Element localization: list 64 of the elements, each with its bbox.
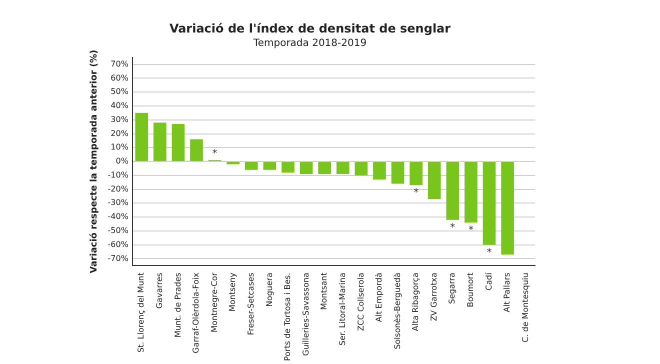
bar [300, 162, 313, 174]
y-tick-label: 50% [110, 87, 129, 96]
bar [410, 162, 422, 186]
y-tick-label: 30% [110, 114, 129, 124]
y-tick-label: 0% [116, 156, 129, 166]
x-tick-label: ZCC Collserola [356, 272, 366, 331]
bar [282, 162, 294, 173]
annotation: * [486, 247, 492, 258]
y-tick-label: -10% [108, 170, 129, 180]
x-tick-label: Montsant [320, 272, 329, 310]
annotation: * [212, 148, 218, 160]
bar [501, 162, 514, 255]
bar [336, 162, 350, 174]
x-tick-label: Solsonès-Berguedà [392, 272, 402, 350]
bar [373, 162, 386, 180]
x-tick-label: Alt Pallars [502, 272, 512, 312]
bar [172, 124, 185, 162]
x-tick-label: Ser. Litoral-Marina [338, 272, 347, 346]
x-tick-label: Alta Ribagorça [411, 272, 420, 332]
y-tick-label: -20% [108, 184, 129, 194]
x-tick-label: Montseny [228, 272, 238, 312]
bar [318, 162, 331, 174]
y-tick-label: 40% [110, 101, 129, 110]
bar [154, 122, 166, 162]
y-tick-label: 10% [110, 142, 129, 152]
x-tick-label: Montnegre-Cor [210, 272, 219, 332]
bar [190, 139, 203, 162]
bar [244, 162, 258, 170]
x-tick-label: St. Llorenç del Munt [136, 272, 146, 353]
annotation: * [468, 225, 474, 236]
x-tick-label: Noguera [264, 272, 274, 307]
x-tick-label: Freser-Setcases [246, 272, 256, 336]
y-tick-label: -30% [108, 198, 129, 208]
y-tick-label: -50% [108, 226, 129, 236]
x-tick-label: Gavarres [154, 272, 164, 309]
x-tick-label: ZV Garrotxa [429, 272, 438, 322]
bar [263, 162, 276, 170]
annotation: * [450, 222, 456, 234]
y-tick-label: 20% [110, 128, 129, 138]
x-tick-label: Boumort [466, 272, 476, 308]
y-tick-label: 60% [110, 73, 129, 82]
bar [482, 162, 496, 245]
x-tick-label: Garraf-Olèrdola-Foix [192, 272, 201, 354]
bar [446, 162, 460, 220]
bar [391, 162, 404, 184]
bar [464, 162, 478, 223]
y-tick-label: 70% [110, 59, 129, 68]
bar [135, 112, 148, 162]
annotation: * [414, 188, 419, 199]
y-tick-label: -60% [108, 240, 129, 249]
x-tick-label: Cadí [484, 272, 494, 290]
y-tick-label: -40% [108, 212, 129, 222]
x-tick-label: Segarra [448, 272, 457, 304]
chart-title: Variació de l'índex de densitat de senglar [169, 21, 451, 36]
chart-subtitle: Temporada 2018-2019 [252, 38, 367, 49]
y-tick-label: -70% [108, 254, 129, 263]
x-tick-label: Munt. de Prades [173, 272, 182, 338]
x-tick-label: Ports de Tortosa i Bes. [283, 272, 292, 362]
x-tick-label: Guilleries-Savassona [301, 272, 310, 356]
x-tick-label: Alt Empordà [374, 272, 384, 322]
y-axis-title: Variació respecte la temporada anterior (%) [88, 50, 100, 274]
x-tick-label: C. de Montesquiu [520, 272, 530, 342]
bar [428, 162, 441, 200]
bar [354, 162, 368, 176]
